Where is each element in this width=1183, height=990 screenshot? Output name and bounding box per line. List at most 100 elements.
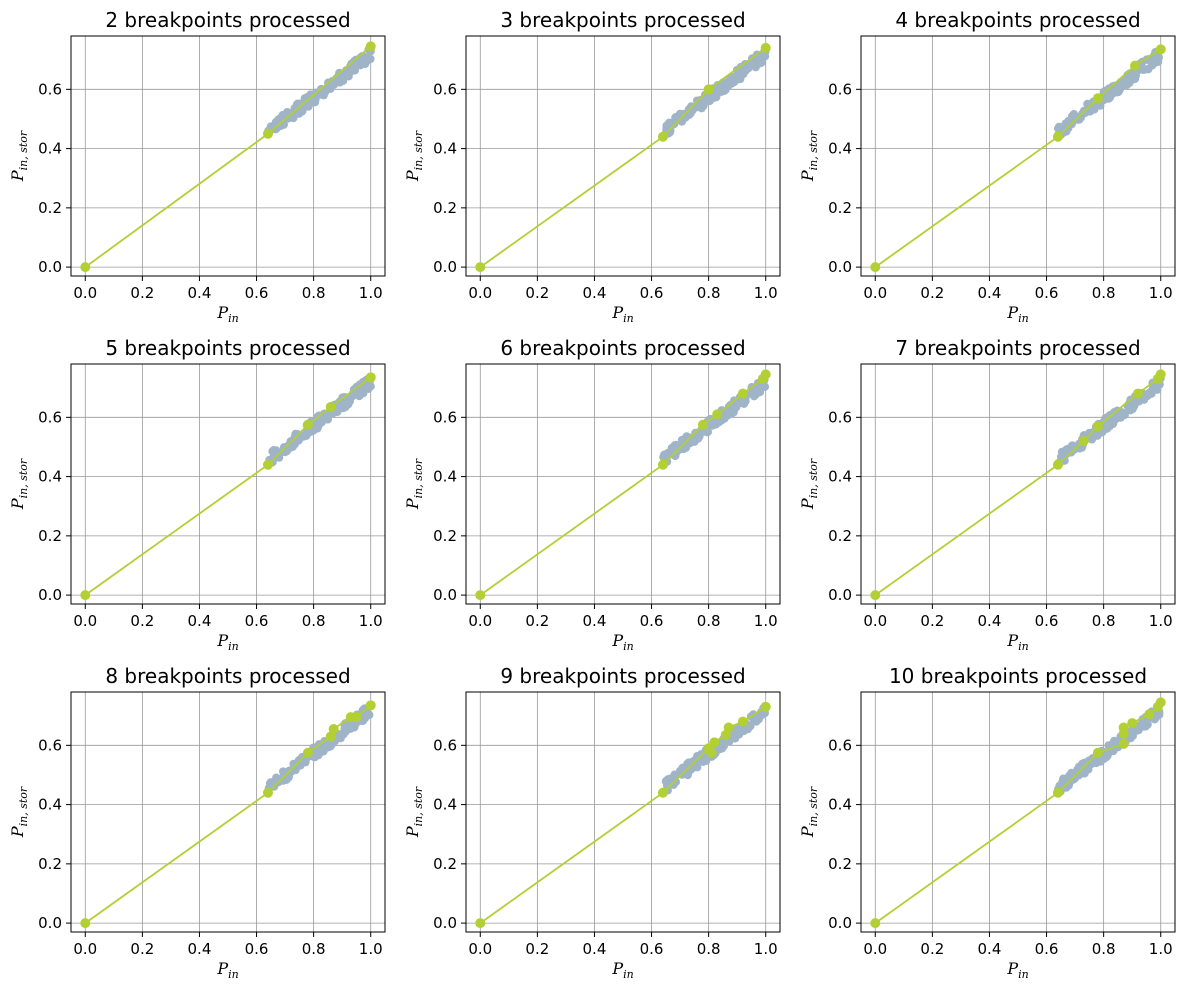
plot-area	[870, 369, 1166, 601]
x-tick-label: 0.4	[978, 940, 1002, 958]
x-tick-label: 0.8	[1092, 940, 1116, 958]
x-tick-label: 1.0	[359, 940, 383, 958]
y-axis-label: Pin, stor	[8, 786, 30, 838]
y-tick-label: 0.6	[38, 408, 62, 426]
y-tick-label: 0.0	[433, 586, 457, 604]
y-tick-label: 0.6	[433, 80, 457, 98]
scatter-point	[669, 118, 679, 127]
x-tick-label: 0.8	[697, 284, 721, 302]
subplot-title: 7 breakpoints processed	[895, 336, 1140, 360]
y-tick-label: 0.4	[828, 796, 852, 814]
breakpoint-marker	[365, 372, 376, 383]
breakpoint-marker	[657, 787, 668, 798]
subplot-title: 2 breakpoints processed	[105, 8, 350, 32]
y-tick-label: 0.2	[38, 855, 62, 873]
x-tick-label: 0.0	[73, 284, 97, 302]
subplot: 0.0 0.2 0.4 0.6 0.8 1.0 0.0 0.2 0.4 0.6 9 breakpoi…	[403, 664, 781, 981]
axes-frame	[860, 691, 1176, 933]
x-tick-label: 0.8	[302, 612, 326, 630]
scatter-point	[746, 721, 755, 731]
x-axis-label: Pin	[216, 631, 238, 653]
scatter-point	[334, 71, 343, 81]
x-tick-label: 0.6	[1035, 284, 1059, 302]
scatter-point	[364, 709, 373, 719]
x-axis-label: Pin	[216, 959, 238, 981]
y-tick-label: 0.6	[433, 736, 457, 754]
axes-frame	[465, 691, 781, 933]
x-tick-label: 0.6	[640, 284, 664, 302]
scatter-point	[1131, 71, 1141, 80]
y-axis-label: Pin, stor	[8, 130, 30, 182]
scatter-point	[1117, 408, 1127, 417]
breakpoint-marker	[262, 459, 273, 470]
scatter-point	[311, 94, 320, 103]
x-tick-label: 0.0	[863, 940, 887, 958]
y-axis-label: Pin, stor	[798, 786, 820, 838]
breakpoint-marker	[870, 262, 881, 273]
breakpoint-marker	[703, 84, 714, 95]
scatter-point	[343, 400, 352, 410]
x-tick-label: 0.2	[920, 940, 944, 958]
scatter-point	[669, 447, 679, 456]
x-tick-label: 0.4	[978, 612, 1002, 630]
axes-frame	[465, 35, 781, 277]
subplot-title: 10 breakpoints processed	[889, 664, 1147, 688]
x-tick-label: 1.0	[359, 284, 383, 302]
scatter-point	[1142, 718, 1151, 727]
scatter-point	[1125, 77, 1135, 86]
scatter-point	[751, 62, 760, 72]
scatter-point	[315, 419, 324, 429]
subplot: 0.0 0.2 0.4 0.6 0.8 1.0 0.0 0.2 0.4 0.6 3 breakpoi…	[403, 8, 781, 325]
breakpoint-marker	[325, 401, 336, 412]
x-tick-label: 1.0	[359, 612, 383, 630]
x-tick-label: 0.4	[978, 284, 1002, 302]
plot-area	[475, 369, 771, 601]
scatter-point	[663, 781, 672, 791]
breakpoint-marker	[870, 918, 881, 929]
breakpoint-marker	[1130, 60, 1141, 71]
y-tick-label: 0.6	[828, 408, 852, 426]
scatter-point	[1103, 751, 1112, 761]
breakpoint-marker	[706, 747, 717, 758]
y-tick-label: 0.0	[38, 914, 62, 932]
y-tick-label: 0.6	[38, 736, 62, 754]
y-axis-label: Pin, stor	[403, 458, 425, 510]
breakpoint-marker	[1155, 44, 1166, 55]
scatter-point	[272, 773, 281, 782]
y-tick-label: 0.6	[828, 736, 852, 754]
axes-frame	[860, 363, 1176, 605]
breakpoint-marker	[870, 590, 881, 601]
subplot-title: 4 breakpoints processed	[895, 8, 1140, 32]
plot-area	[80, 700, 376, 929]
x-axis-label: Pin	[1006, 631, 1028, 653]
breakpoint-marker	[365, 41, 376, 52]
breakpoint-marker	[1078, 436, 1089, 447]
scatter-point	[1054, 122, 1064, 132]
plot-area	[870, 697, 1166, 929]
x-tick-label: 0.2	[920, 612, 944, 630]
scatter-point	[679, 437, 689, 446]
y-tick-label: 0.4	[828, 140, 852, 158]
y-tick-label: 0.4	[433, 140, 457, 158]
subplot: 0.0 0.2 0.4 0.6 0.8 1.0 0.0 0.2 0.4 0.6 5 breakpoi…	[8, 336, 386, 653]
x-axis-label: Pin	[1006, 303, 1028, 325]
x-tick-label: 0.6	[640, 940, 664, 958]
breakpoint-marker	[709, 737, 720, 748]
x-tick-label: 0.4	[583, 612, 607, 630]
x-tick-label: 0.0	[468, 940, 492, 958]
breakpoint-marker	[1155, 369, 1166, 380]
breakpoint-marker	[712, 409, 723, 420]
scatter-point	[345, 724, 354, 733]
y-axis-label: Pin, stor	[798, 130, 820, 182]
x-tick-label: 0.4	[583, 284, 607, 302]
y-tick-label: 0.4	[38, 140, 62, 158]
scatter-point	[760, 382, 770, 391]
subplot: 0.0 0.2 0.4 0.6 0.8 1.0 0.0 0.2 0.4 0.6 8 breakpoi…	[8, 664, 386, 981]
x-tick-label: 0.4	[188, 940, 212, 958]
axes-frame	[860, 35, 1176, 277]
scatter-point	[1101, 413, 1110, 423]
subplot: 0.0 0.2 0.4 0.6 0.8 1.0 0.0 0.2 0.4 0.6 7 breakpoi…	[798, 336, 1176, 653]
y-tick-label: 0.4	[433, 468, 457, 486]
x-tick-label: 0.4	[188, 612, 212, 630]
